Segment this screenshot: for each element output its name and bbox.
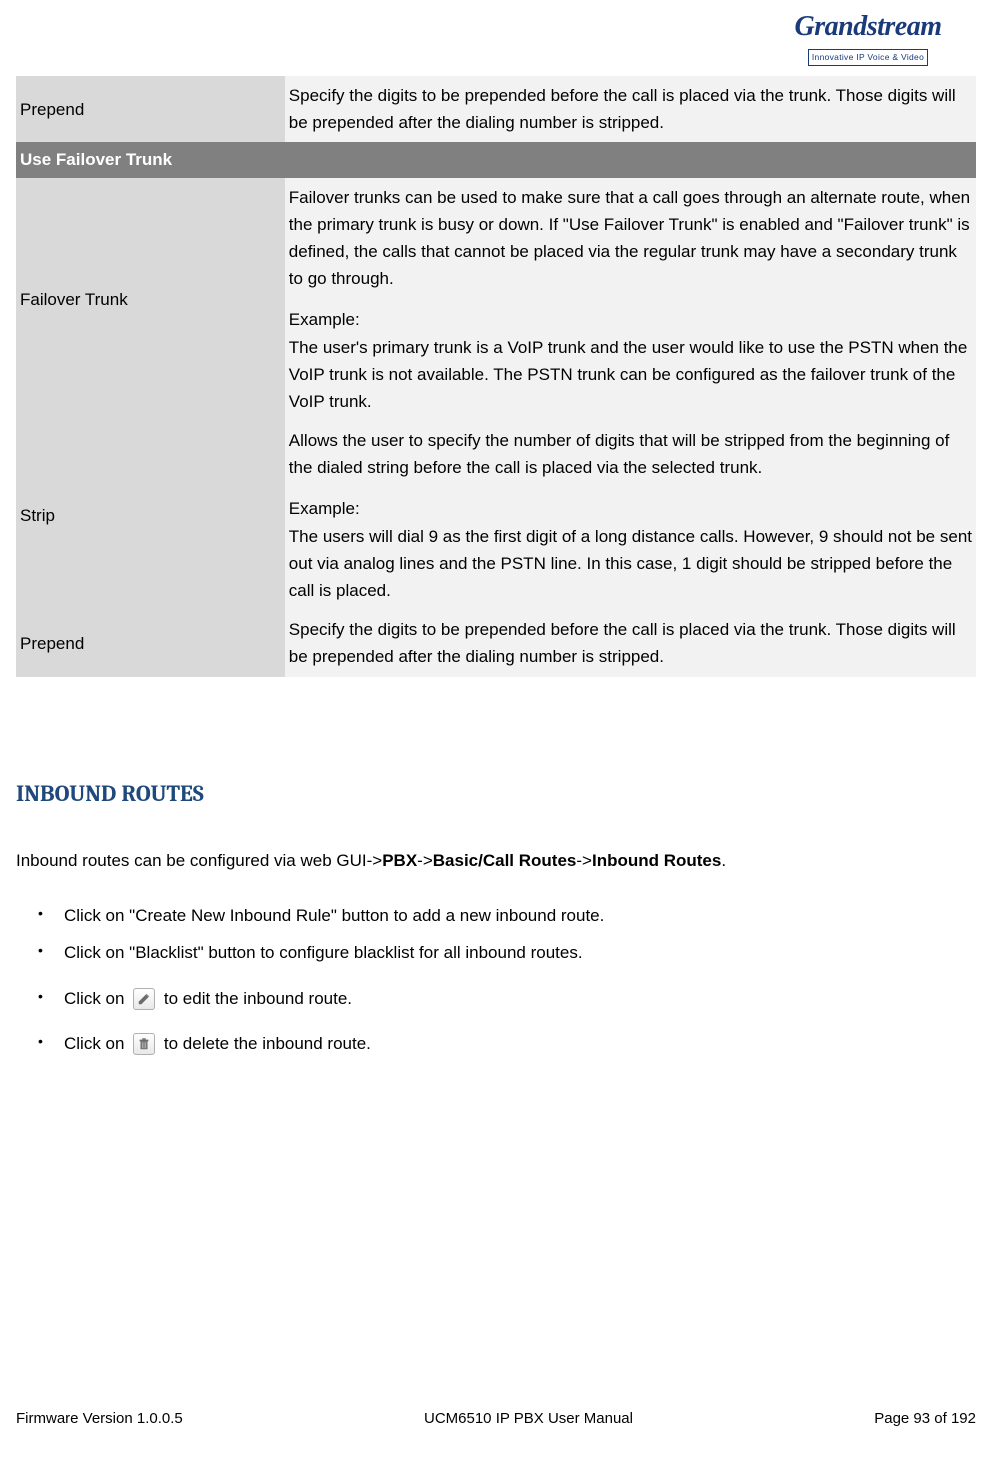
nav-path-text: ->: [417, 851, 433, 870]
bullet-suffix: to edit the inbound route.: [159, 989, 352, 1008]
pencil-icon[interactable]: [133, 988, 155, 1010]
nav-path-text: ->: [576, 851, 592, 870]
definition-paragraph: Allows the user to specify the number of…: [289, 427, 972, 481]
logo-main-text: Grandstream: [795, 6, 942, 48]
definition-cell: Allows the user to specify the number of…: [285, 421, 976, 610]
definition-paragraph: Example:The users will dial 9 as the fir…: [289, 495, 972, 604]
definition-cell: Specify the digits to be prepended befor…: [285, 610, 976, 676]
definition-paragraph: Example:The user's primary trunk is a Vo…: [289, 306, 972, 415]
list-item: Click on "Create New Inbound Rule" butto…: [38, 902, 976, 929]
nav-path-text: Inbound routes can be configured via web…: [16, 851, 382, 870]
page-footer: Firmware Version 1.0.0.5 UCM6510 IP PBX …: [16, 1328, 976, 1431]
bullet-prefix: Click on: [64, 989, 129, 1008]
table-row: PrependSpecify the digits to be prepende…: [16, 610, 976, 676]
term-cell: Prepend: [16, 610, 285, 676]
nav-path-bold: PBX: [382, 851, 417, 870]
trash-icon[interactable]: [133, 1033, 155, 1055]
definition-cell: Failover trunks can be used to make sure…: [285, 178, 976, 422]
term-cell: Prepend: [16, 76, 285, 142]
section-header-label: Use Failover Trunk: [16, 142, 976, 177]
logo-tagline: Innovative IP Voice & Video: [808, 49, 928, 66]
definition-paragraph: Specify the digits to be prepended befor…: [289, 616, 972, 670]
bullet-text: Click on "Blacklist" button to configure…: [64, 943, 583, 962]
bullet-text: Click on "Create New Inbound Rule" butto…: [64, 906, 604, 925]
term-cell: Strip: [16, 421, 285, 610]
definitions-table: PrependSpecify the digits to be prepende…: [16, 76, 976, 677]
nav-path-bold: Basic/Call Routes: [433, 851, 577, 870]
list-item: Click on to delete the inbound route.: [38, 1030, 976, 1057]
header-logo-area: Grandstream Innovative IP Voice & Video: [16, 0, 976, 76]
footer-center: UCM6510 IP PBX User Manual: [424, 1408, 633, 1431]
table-row: PrependSpecify the digits to be prepende…: [16, 76, 976, 142]
table-row: Failover TrunkFailover trunks can be use…: [16, 178, 976, 422]
list-item: Click on "Blacklist" button to configure…: [38, 939, 976, 966]
definition-paragraph: Failover trunks can be used to make sure…: [289, 184, 972, 293]
nav-path-bold: Inbound Routes: [592, 851, 721, 870]
section-heading-inbound-routes: INBOUND ROUTES: [16, 777, 976, 812]
bullet-suffix: to delete the inbound route.: [159, 1034, 371, 1053]
definition-paragraph: Specify the digits to be prepended befor…: [289, 82, 972, 136]
definition-cell: Specify the digits to be prepended befor…: [285, 76, 976, 142]
brand-logo: Grandstream Innovative IP Voice & Video: [768, 4, 968, 68]
term-cell: Failover Trunk: [16, 178, 285, 422]
table-section-header: Use Failover Trunk: [16, 142, 976, 177]
bullet-list: Click on "Create New Inbound Rule" butto…: [16, 902, 976, 1067]
intro-text: Inbound routes can be configured via web…: [16, 847, 976, 874]
footer-left: Firmware Version 1.0.0.5: [16, 1408, 183, 1431]
nav-path-text: .: [721, 851, 726, 870]
footer-right: Page 93 of 192: [874, 1408, 976, 1431]
list-item: Click on to edit the inbound route.: [38, 985, 976, 1012]
table-row: StripAllows the user to specify the numb…: [16, 421, 976, 610]
bullet-prefix: Click on: [64, 1034, 129, 1053]
